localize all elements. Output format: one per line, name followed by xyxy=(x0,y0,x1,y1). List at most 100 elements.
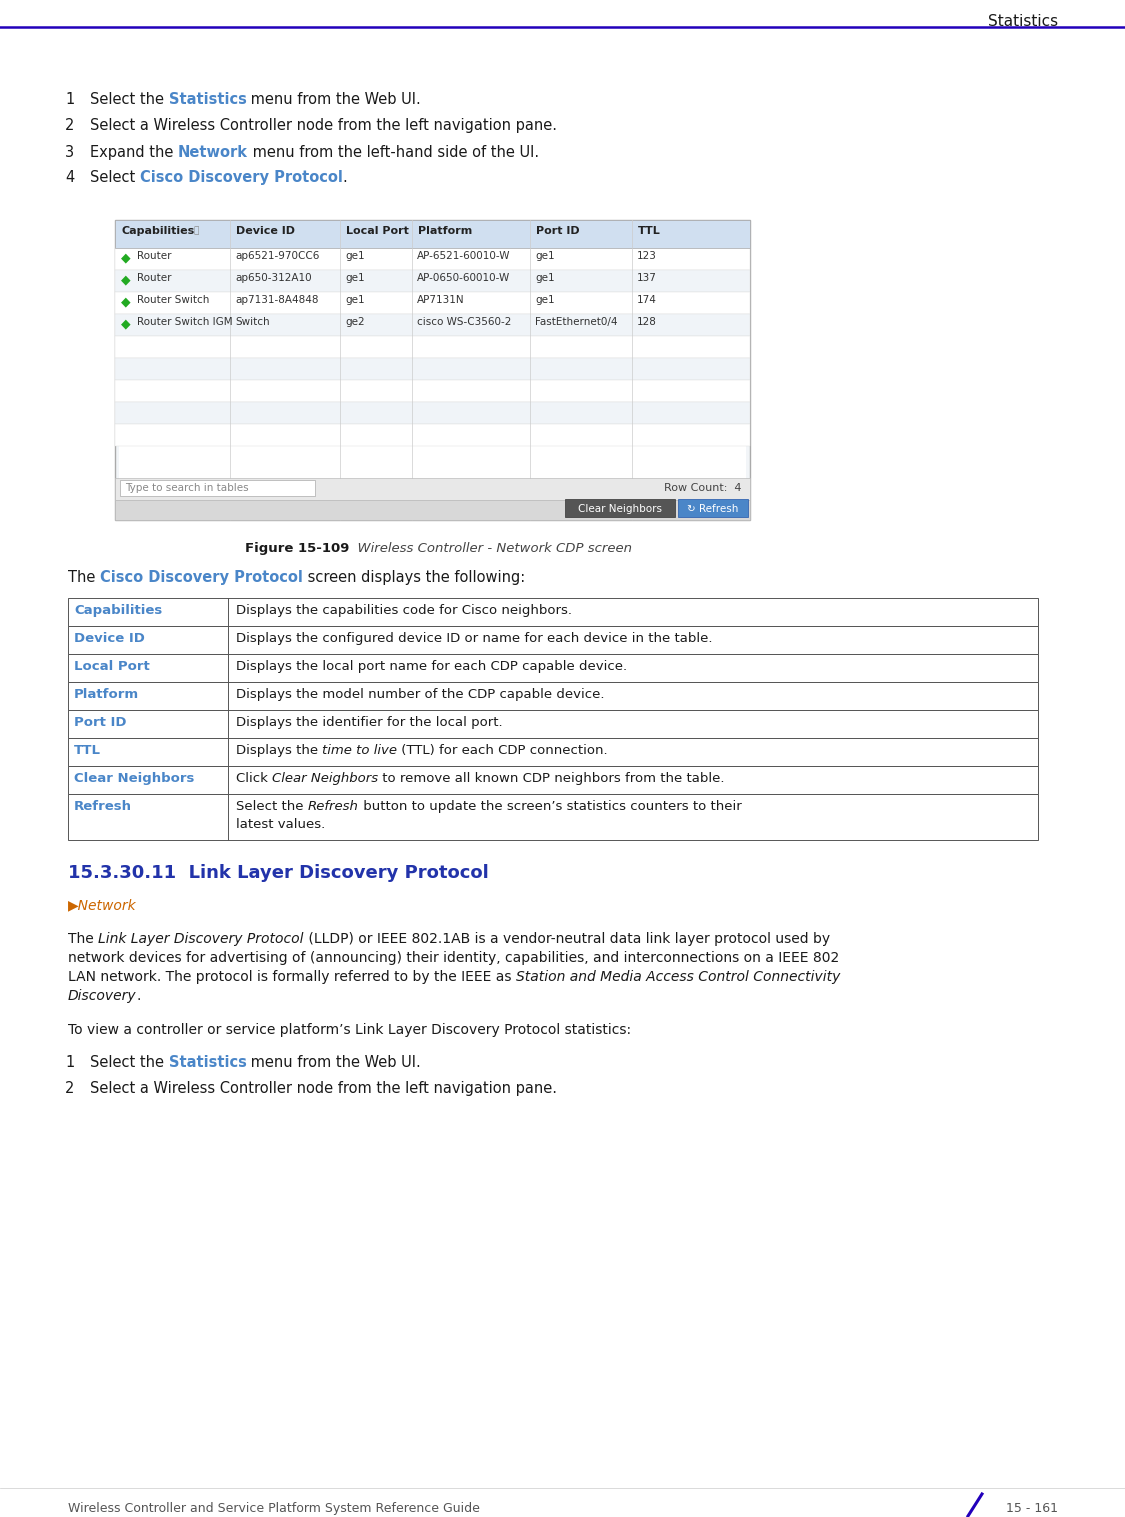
Text: menu from the left-hand side of the UI.: menu from the left-hand side of the UI. xyxy=(248,146,539,159)
Text: 1: 1 xyxy=(65,93,74,108)
Text: Switch: Switch xyxy=(235,317,270,328)
Bar xyxy=(115,314,750,335)
Text: 15.3.30.11  Link Layer Discovery Protocol: 15.3.30.11 Link Layer Discovery Protocol xyxy=(68,865,488,881)
Text: AP-0650-60010-W: AP-0650-60010-W xyxy=(417,273,511,284)
Bar xyxy=(115,270,750,291)
Text: Select the: Select the xyxy=(236,799,308,813)
Text: Platform: Platform xyxy=(418,226,472,237)
Text: ▶Network: ▶Network xyxy=(68,898,136,912)
Text: 3: 3 xyxy=(65,146,74,159)
Bar xyxy=(68,683,1038,710)
Text: ge2: ge2 xyxy=(345,317,364,328)
Bar xyxy=(115,478,750,501)
Text: Select: Select xyxy=(90,170,140,185)
Bar xyxy=(115,220,750,520)
Text: LAN network. The protocol is formally referred to by the IEEE as: LAN network. The protocol is formally re… xyxy=(68,969,516,985)
Bar xyxy=(115,220,750,247)
Text: ge1: ge1 xyxy=(536,294,555,305)
Text: Platform: Platform xyxy=(74,689,140,701)
Bar xyxy=(120,479,315,496)
Text: The: The xyxy=(68,570,100,586)
Text: The: The xyxy=(68,931,98,947)
Text: Router Switch: Router Switch xyxy=(137,294,209,305)
Bar xyxy=(115,402,750,423)
Text: ge1: ge1 xyxy=(345,250,364,261)
Text: 137: 137 xyxy=(637,273,657,284)
Text: Clear Neighbors: Clear Neighbors xyxy=(74,772,195,784)
Text: menu from the Web UI.: menu from the Web UI. xyxy=(246,1054,421,1069)
Text: 2: 2 xyxy=(65,1082,74,1095)
Text: ge1: ge1 xyxy=(345,273,364,284)
Text: Clear Neighbors: Clear Neighbors xyxy=(272,772,378,784)
Text: Capabilities: Capabilities xyxy=(122,226,195,237)
Text: Statistics: Statistics xyxy=(169,93,246,108)
Text: Displays the model number of the CDP capable device.: Displays the model number of the CDP cap… xyxy=(236,689,604,701)
Text: Displays the configured device ID or name for each device in the table.: Displays the configured device ID or nam… xyxy=(236,633,712,645)
Text: Figure 15-109: Figure 15-109 xyxy=(245,542,349,555)
Text: 174: 174 xyxy=(637,294,657,305)
Text: ge1: ge1 xyxy=(345,294,364,305)
Bar xyxy=(68,766,1038,793)
Text: ↻ Refresh: ↻ Refresh xyxy=(687,504,739,514)
Text: Refresh: Refresh xyxy=(74,799,132,813)
Text: AP-6521-60010-W: AP-6521-60010-W xyxy=(417,250,511,261)
Text: Local Port: Local Port xyxy=(74,660,150,674)
Bar xyxy=(68,737,1038,766)
Text: Displays the capabilities code for Cisco neighbors.: Displays the capabilities code for Cisco… xyxy=(236,604,572,617)
Text: .: . xyxy=(343,170,348,185)
Bar xyxy=(119,225,746,516)
Text: time to live: time to live xyxy=(323,743,397,757)
Bar xyxy=(115,501,750,520)
Text: ap7131-8A4848: ap7131-8A4848 xyxy=(235,294,318,305)
Text: Device ID: Device ID xyxy=(236,226,295,237)
Bar xyxy=(115,379,750,402)
Text: button to update the screen’s statistics counters to their: button to update the screen’s statistics… xyxy=(359,799,741,813)
Text: Router: Router xyxy=(137,273,171,284)
Text: Select a Wireless Controller node from the left navigation pane.: Select a Wireless Controller node from t… xyxy=(90,118,557,133)
Bar xyxy=(115,358,750,379)
Text: network devices for advertising of (announcing) their identity, capabilities, an: network devices for advertising of (anno… xyxy=(68,951,839,965)
Text: .: . xyxy=(136,989,141,1003)
Bar xyxy=(68,710,1038,737)
Text: FastEthernet0/4: FastEthernet0/4 xyxy=(536,317,618,328)
Text: 1: 1 xyxy=(65,1054,74,1069)
Text: Displays the: Displays the xyxy=(236,743,323,757)
Text: To view a controller or service platform’s Link Layer Discovery Protocol statist: To view a controller or service platform… xyxy=(68,1022,631,1038)
Text: ge1: ge1 xyxy=(536,250,555,261)
Bar xyxy=(565,499,675,517)
Text: Port ID: Port ID xyxy=(74,716,126,730)
Text: Port ID: Port ID xyxy=(536,226,579,237)
Text: Statistics: Statistics xyxy=(988,14,1058,29)
Text: Network: Network xyxy=(178,146,248,159)
Text: ◆: ◆ xyxy=(122,273,130,287)
Text: Router: Router xyxy=(137,250,171,261)
Text: Select the: Select the xyxy=(90,1054,169,1069)
Text: (LLDP) or IEEE 802.1AB is a vendor-neutral data link layer protocol used by: (LLDP) or IEEE 802.1AB is a vendor-neutr… xyxy=(304,931,830,947)
Text: 4: 4 xyxy=(65,170,74,185)
Text: Row Count:  4: Row Count: 4 xyxy=(665,482,743,493)
Text: Ⓜ: Ⓜ xyxy=(193,226,198,235)
Bar xyxy=(68,598,1038,627)
Text: Wireless Controller - Network CDP screen: Wireless Controller - Network CDP screen xyxy=(349,542,632,555)
Text: TTL: TTL xyxy=(638,226,660,237)
Text: Displays the local port name for each CDP capable device.: Displays the local port name for each CD… xyxy=(236,660,627,674)
Bar xyxy=(678,499,748,517)
Text: Capabilities: Capabilities xyxy=(74,604,162,617)
Text: 123: 123 xyxy=(637,250,657,261)
Text: ◆: ◆ xyxy=(122,294,130,308)
Bar xyxy=(115,423,750,446)
Bar xyxy=(115,247,750,270)
Text: 15 - 161: 15 - 161 xyxy=(1006,1502,1058,1515)
Text: ap6521-970CC6: ap6521-970CC6 xyxy=(235,250,320,261)
Text: to remove all known CDP neighbors from the table.: to remove all known CDP neighbors from t… xyxy=(378,772,724,784)
Bar xyxy=(68,627,1038,654)
Text: ◆: ◆ xyxy=(122,250,130,264)
Text: Device ID: Device ID xyxy=(74,633,145,645)
Text: latest values.: latest values. xyxy=(236,818,325,831)
Text: 2: 2 xyxy=(65,118,74,133)
Text: (TTL) for each CDP connection.: (TTL) for each CDP connection. xyxy=(397,743,608,757)
Text: 128: 128 xyxy=(637,317,657,328)
Bar xyxy=(115,291,750,314)
Bar xyxy=(68,654,1038,683)
Text: screen displays the following:: screen displays the following: xyxy=(303,570,525,586)
